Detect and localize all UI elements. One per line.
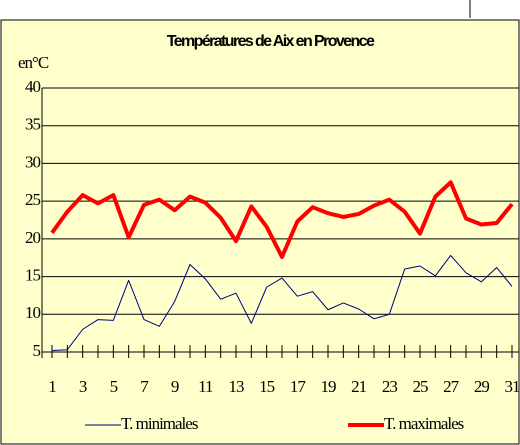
series-line bbox=[51, 254, 513, 351]
x-tick-label: 9 bbox=[171, 377, 179, 396]
legend-label: T. minimales bbox=[121, 414, 198, 433]
y-tick-label: 40 bbox=[25, 77, 41, 96]
chart-title: Températures de Aix en Provence bbox=[167, 33, 375, 50]
y-tick-label: 15 bbox=[25, 265, 41, 284]
x-tick-label: 11 bbox=[198, 377, 213, 396]
y-tick-label: 35 bbox=[25, 115, 41, 134]
y-axis-label: en°C bbox=[18, 53, 49, 72]
series-line bbox=[50, 180, 514, 259]
x-tick-label: 19 bbox=[321, 377, 337, 396]
x-tick-label: 21 bbox=[351, 377, 367, 396]
y-tick-label: 5 bbox=[33, 341, 41, 360]
x-tick-label: 13 bbox=[229, 377, 245, 396]
chart-background bbox=[0, 19, 520, 445]
x-tick-label: 23 bbox=[382, 377, 398, 396]
x-tick-label: 3 bbox=[79, 377, 87, 396]
x-tick-label: 1 bbox=[48, 377, 56, 396]
y-tick-label: 25 bbox=[25, 190, 41, 209]
x-tick-label: 15 bbox=[259, 377, 275, 396]
y-tick-label: 10 bbox=[25, 303, 41, 322]
x-tick-label: 27 bbox=[443, 377, 460, 396]
x-tick-label: 29 bbox=[474, 377, 490, 396]
x-tick-label: 31 bbox=[505, 377, 520, 396]
x-tick-label: 25 bbox=[413, 377, 429, 396]
legend-label: T. maximales bbox=[384, 414, 464, 433]
y-tick-label: 30 bbox=[25, 152, 41, 171]
y-tick-label: 20 bbox=[25, 228, 41, 247]
x-tick-label: 17 bbox=[290, 377, 307, 396]
x-tick-label: 5 bbox=[110, 377, 118, 396]
x-tick-label: 7 bbox=[140, 377, 149, 396]
